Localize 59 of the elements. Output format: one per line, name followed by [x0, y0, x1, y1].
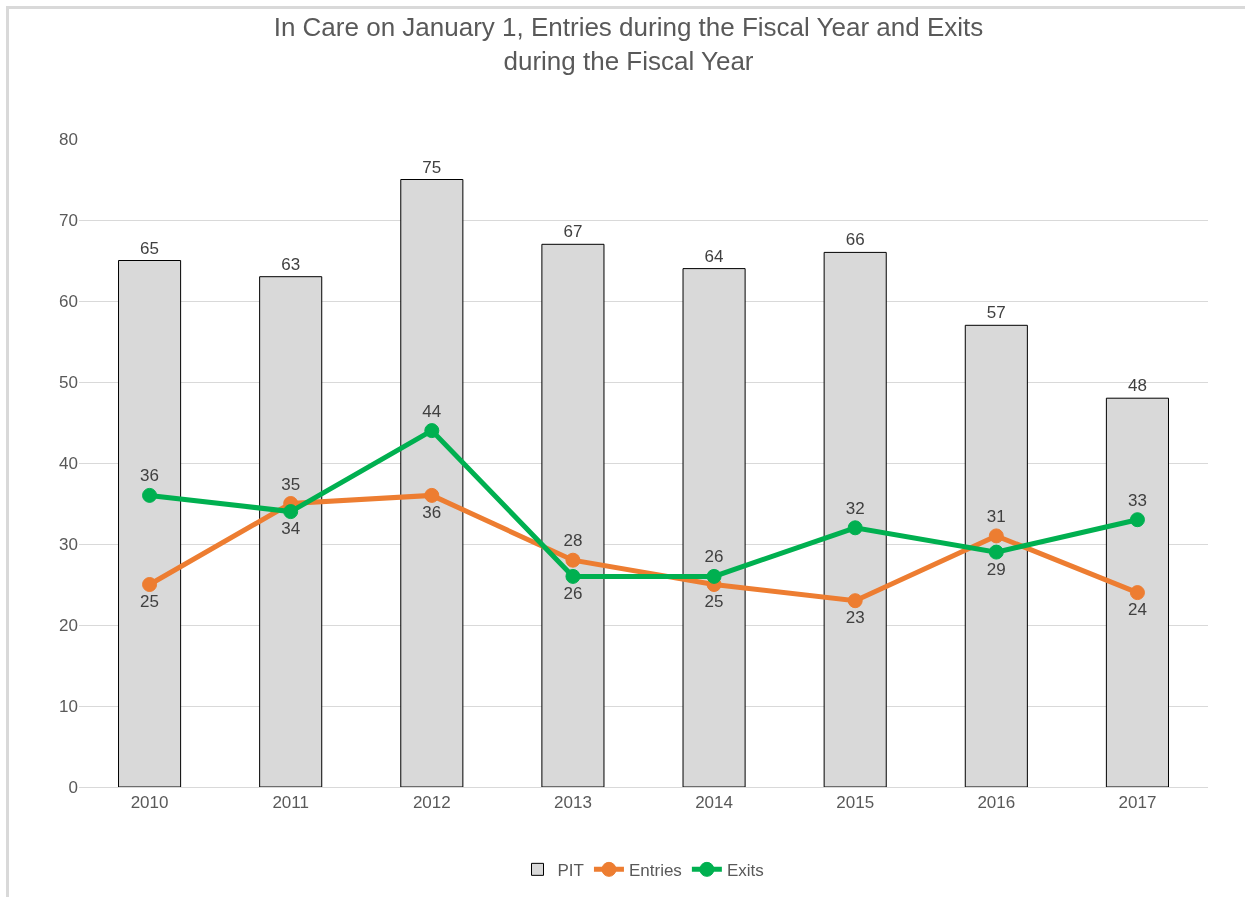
- point: [142, 577, 158, 592]
- y-tick-label: 70: [59, 210, 78, 230]
- data-label: 66: [845, 230, 865, 250]
- point: [706, 568, 722, 584]
- data-label: 57: [986, 303, 1006, 323]
- y-tick-label: 10: [59, 696, 78, 716]
- point: [283, 504, 299, 520]
- data-label: 33: [1127, 490, 1147, 510]
- x-tick-label: 2017: [1118, 793, 1157, 813]
- legend-label: Entries: [628, 860, 682, 880]
- x-tick-label: 2012: [412, 793, 451, 813]
- point: [565, 552, 581, 568]
- data-label: 23: [845, 608, 865, 628]
- data-label: 26: [563, 583, 583, 603]
- y-tick-label: 20: [59, 615, 78, 635]
- x-tick-label: 2010: [130, 793, 169, 813]
- point: [424, 487, 440, 503]
- data-label: 32: [845, 498, 865, 518]
- data-label: 65: [140, 238, 160, 258]
- data-label: 35: [281, 474, 301, 494]
- point: [565, 568, 581, 584]
- data-label: 28: [563, 531, 583, 551]
- point: [988, 544, 1004, 560]
- data-label: 25: [140, 592, 160, 611]
- data-label: 44: [422, 401, 442, 421]
- y-tick-label: 50: [59, 372, 78, 392]
- y-tick-label: 40: [59, 453, 78, 473]
- x-tick-label: 2013: [554, 793, 592, 813]
- chart-title: In Care on January 1, Entries during the Fiscal Year and Exits during the Fiscal Year: [273, 11, 984, 76]
- y-tick-label: 60: [59, 291, 78, 311]
- point: [847, 520, 863, 536]
- data-label: 36: [140, 466, 160, 486]
- point: [142, 487, 158, 503]
- x-tick-label: 2014: [695, 793, 733, 813]
- point: [1129, 585, 1145, 601]
- data-label: 63: [281, 254, 301, 274]
- data-label: 34: [281, 519, 301, 539]
- data-label: 26: [704, 547, 724, 567]
- data-label: 48: [1127, 376, 1147, 396]
- point: [1129, 512, 1145, 528]
- data-label: 31: [986, 506, 1006, 526]
- point: [424, 423, 440, 439]
- x-tick-label: 2011: [272, 793, 309, 813]
- point: [847, 593, 863, 609]
- y-tick-label: 80: [59, 129, 78, 149]
- point: [988, 528, 1004, 544]
- y-tick-label: 30: [59, 534, 78, 554]
- x-tick-label: 2015: [836, 793, 875, 813]
- y-tick-label: 0: [68, 777, 78, 797]
- data-label: 67: [563, 222, 583, 242]
- legend-label: Exits: [726, 860, 764, 880]
- data-label: 24: [1127, 600, 1147, 620]
- data-label: 29: [986, 559, 1006, 579]
- data-label: 64: [704, 246, 724, 266]
- x-tick-label: 2016: [977, 793, 1016, 813]
- legend-label: PIT: [557, 860, 584, 880]
- data-label: 36: [422, 502, 442, 522]
- data-label: 75: [422, 157, 442, 177]
- data-label: 25: [704, 592, 724, 611]
